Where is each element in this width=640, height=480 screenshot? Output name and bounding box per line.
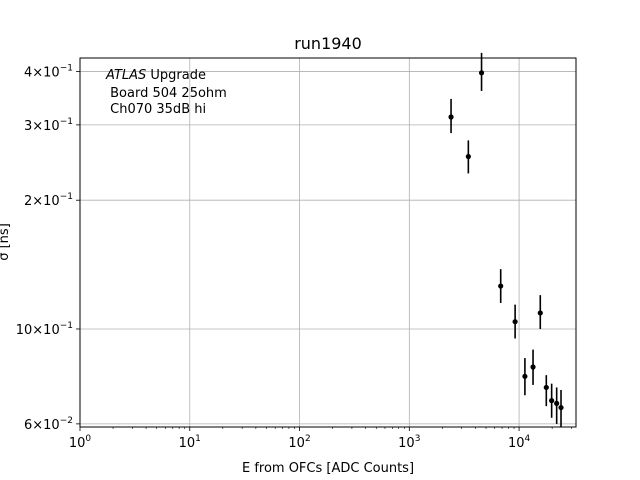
data-point [522,373,528,379]
x-axis-label: E from OFCs [ADC Counts] [242,461,414,476]
axis-ticks: 100 101 102 103 104 6×10−2 10×10−1 2×10−1 3×10−1… [16,63,572,451]
data-marks [448,52,564,427]
upgrade-label: Upgrade [146,68,206,83]
x-tick-label: 103 [398,434,420,451]
plot-frame [79,57,577,428]
data-point [478,70,485,76]
data-point [543,384,549,391]
data-point [549,398,555,404]
x-tick-label: 104 [508,434,531,451]
y-tick-label: 2×10−1 [24,192,73,209]
data-point [558,404,564,411]
data-point [465,153,471,160]
annotation-line-1: ATLAS Upgrade [105,68,206,83]
data-point [530,364,536,370]
data-point [512,319,518,325]
y-tick-label: 4×10−1 [24,63,73,80]
annotation-box: ATLAS Upgrade Board 504 25ohm Ch070 35dB… [105,68,227,117]
data-point [554,400,560,406]
chart-title: run1940 [294,34,362,53]
grid [79,58,576,427]
y-tick-label: 6×10−2 [24,416,73,433]
data-point [498,283,504,289]
x-tick-label: 102 [288,434,310,451]
y-tick-label: 3×10−1 [24,117,73,134]
y-tick-label: 10×10−1 [16,321,73,338]
data-point [537,310,543,316]
atlas-label: ATLAS [105,68,146,83]
x-tick-label: 101 [179,434,201,451]
data-point [448,114,454,120]
annotation-line-3: Ch070 35dB hi [106,102,206,117]
annotation-line-2: Board 504 25ohm [106,86,227,101]
x-tick-label: 100 [69,434,92,451]
y-axis-label: σ [ns] [0,223,12,261]
